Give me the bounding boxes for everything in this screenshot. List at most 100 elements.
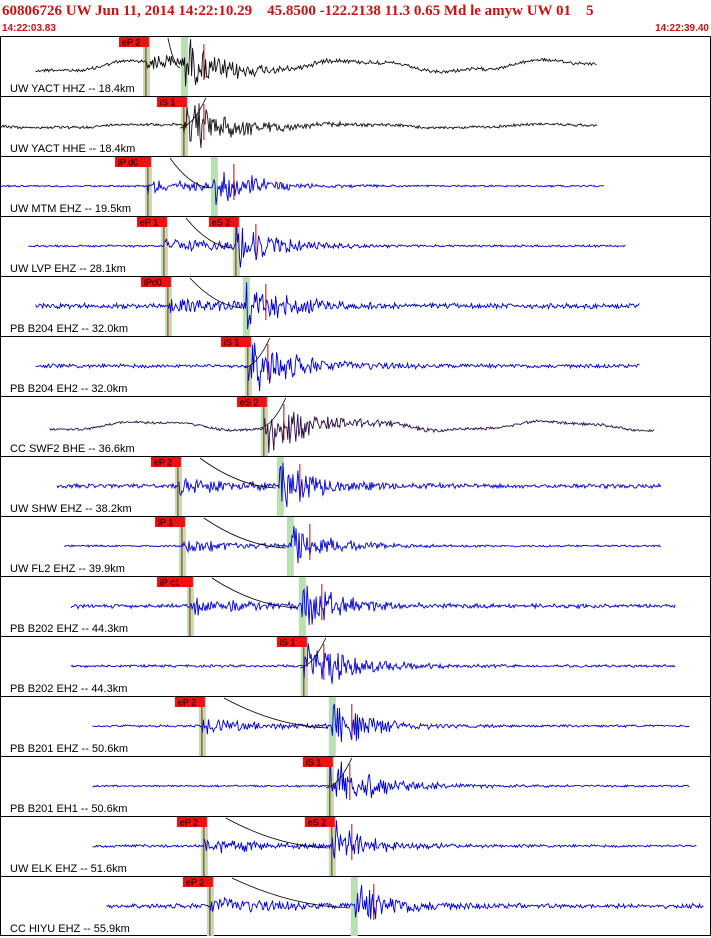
pick-label: eP 2 (122, 38, 140, 48)
pick-band (242, 277, 250, 336)
travel-time-curve (299, 637, 327, 669)
pick-band (350, 877, 358, 936)
pick-band (276, 457, 284, 516)
station-label: UW YACT HHZ -- 18.4km (10, 83, 135, 95)
waveform-trace (92, 820, 697, 859)
station-panel: eP 2 PB B201 EHZ -- 50.6km (0, 696, 711, 756)
waveform-trace (49, 411, 655, 454)
pick-label-box[interactable] (114, 157, 151, 167)
travel-time-curve (223, 697, 328, 729)
station-panel: iS 1 PB B201 EH1 -- 50.6km (0, 756, 711, 816)
travel-time-curve (199, 457, 276, 489)
station-label: UW LVP EHZ -- 28.1km (10, 263, 126, 275)
pick-label: iPd0 (144, 278, 162, 288)
waveform-trace (70, 643, 676, 684)
pick-label: iP d0 (118, 158, 138, 168)
waveform-trace (56, 462, 662, 508)
pick-label: eP 2 (154, 458, 172, 468)
station-label: PB B201 EH1 -- 50.6km (10, 803, 127, 815)
travel-time-curve (167, 37, 181, 69)
waveform-trace (0, 103, 598, 148)
pick-label: eP 1 (140, 218, 158, 228)
station-label: PB B202 EHZ -- 44.3km (10, 623, 128, 635)
station-panel: iS 1 PB B204 EH2 -- 32.0km (0, 336, 711, 396)
station-label: UW SHW EHZ -- 38.2km (10, 503, 132, 515)
pick-label: iP 1 (158, 518, 173, 528)
station-panel: iS 1 UW YACT HHE -- 18.4km (0, 96, 711, 156)
pick-label-box[interactable] (140, 277, 171, 287)
pick-label: eP 2 (186, 878, 204, 888)
pick-band (210, 157, 218, 216)
pick-label: eP 2 (180, 818, 198, 828)
station-panel: eP 2 eS 2 UW ELK EHZ -- 51.6km (0, 816, 711, 876)
pick-label-box[interactable] (150, 457, 181, 467)
pick-label-box[interactable] (220, 337, 251, 347)
pick-label: iS 1 (160, 98, 176, 108)
pick-band (286, 517, 294, 576)
pick-label: iS 1 (280, 638, 296, 648)
travel-time-curve (203, 517, 286, 549)
travel-time-curve (243, 337, 271, 369)
station-label: PB B204 EHZ -- 32.0km (10, 323, 128, 335)
travel-time-curve (225, 817, 328, 849)
waveform-trace (35, 39, 597, 87)
station-panel: iP c1 PB B202 EHZ -- 44.3km (0, 576, 711, 636)
station-panel: eP 2 CC HIYU EHZ -- 55.9km (0, 876, 711, 936)
travel-time-curve (179, 97, 207, 129)
pick-label: iS 1 (306, 758, 322, 768)
pick-label-box[interactable] (182, 877, 213, 887)
travel-time-curve (169, 157, 210, 189)
station-panel: eS 2 CC SWF2 BHE -- 36.6km (0, 396, 711, 456)
station-panel: iP 1 UW FL2 EHZ -- 39.9km (0, 516, 711, 576)
waveform-trace (92, 758, 690, 799)
station-label: CC HIYU EHZ -- 55.9km (10, 923, 130, 935)
pick-label-box[interactable] (304, 817, 335, 827)
station-label: PB B201 EHZ -- 50.6km (10, 743, 128, 755)
station-panel: eP 2 UW SHW EHZ -- 38.2km (0, 456, 711, 516)
station-label: PB B202 EH2 -- 44.3km (10, 683, 127, 695)
pick-label: iP c1 (160, 578, 180, 588)
pick-label-box[interactable] (208, 217, 239, 227)
station-label: PB B204 EH2 -- 32.0km (10, 383, 127, 395)
end-time-label: 14:22:39.40 (655, 23, 709, 34)
waveform-trace (28, 219, 626, 268)
event-title: 60806726 UW Jun 11, 2014 14:22:10.29 45.… (2, 3, 594, 19)
travel-time-curve (325, 757, 353, 789)
station-label: UW YACT HHE -- 18.4km (10, 143, 135, 155)
pick-label: eP 2 (178, 698, 196, 708)
pick-label-box[interactable] (276, 637, 307, 647)
station-panel: iPd0 PB B204 EHZ -- 32.0km (0, 276, 711, 336)
waveform-trace (70, 585, 676, 626)
travel-time-curve (185, 217, 232, 249)
waveform-trace (0, 171, 605, 205)
pick-label-box[interactable] (154, 517, 185, 527)
station-panel: iS 1 PB B202 EH2 -- 44.3km (0, 636, 711, 696)
station-label: UW MTM EHZ -- 19.5km (10, 203, 131, 215)
station-panel: eP 1 eS 2 UW LVP EHZ -- 28.1km (0, 216, 711, 276)
station-label: UW ELK EHZ -- 51.6km (10, 863, 127, 875)
pick-label-box[interactable] (156, 577, 193, 587)
station-panel: iP d0 UW MTM EHZ -- 19.5km (0, 156, 711, 216)
waveform-trace (35, 282, 640, 330)
waveform-trace (35, 342, 640, 392)
pick-label: eS 2 (308, 818, 327, 828)
pick-label-box[interactable] (236, 397, 267, 407)
waveform-trace (92, 703, 690, 743)
seismogram-panel: eP 2 UW YACT HHZ -- 18.4km iS 1 UW YACT HHE… (0, 36, 711, 936)
pick-label-box[interactable] (156, 97, 187, 107)
station-label: UW FL2 EHZ -- 39.9km (10, 563, 125, 575)
waveform-trace (106, 884, 704, 920)
pick-label: eS 2 (240, 398, 259, 408)
pick-label-box[interactable] (174, 697, 205, 707)
start-time-label: 14:22:03.83 (2, 23, 56, 34)
pick-label-box[interactable] (118, 37, 149, 47)
waveform-trace (64, 526, 662, 564)
travel-time-curve (259, 397, 287, 429)
travel-time-curve (231, 877, 350, 909)
pick-label-box[interactable] (302, 757, 333, 767)
pick-label-box[interactable] (176, 817, 207, 827)
pick-label: eS 2 (212, 218, 231, 228)
pick-label-box[interactable] (136, 217, 167, 227)
pick-band (180, 37, 188, 96)
station-label: CC SWF2 BHE -- 36.6km (10, 443, 135, 455)
